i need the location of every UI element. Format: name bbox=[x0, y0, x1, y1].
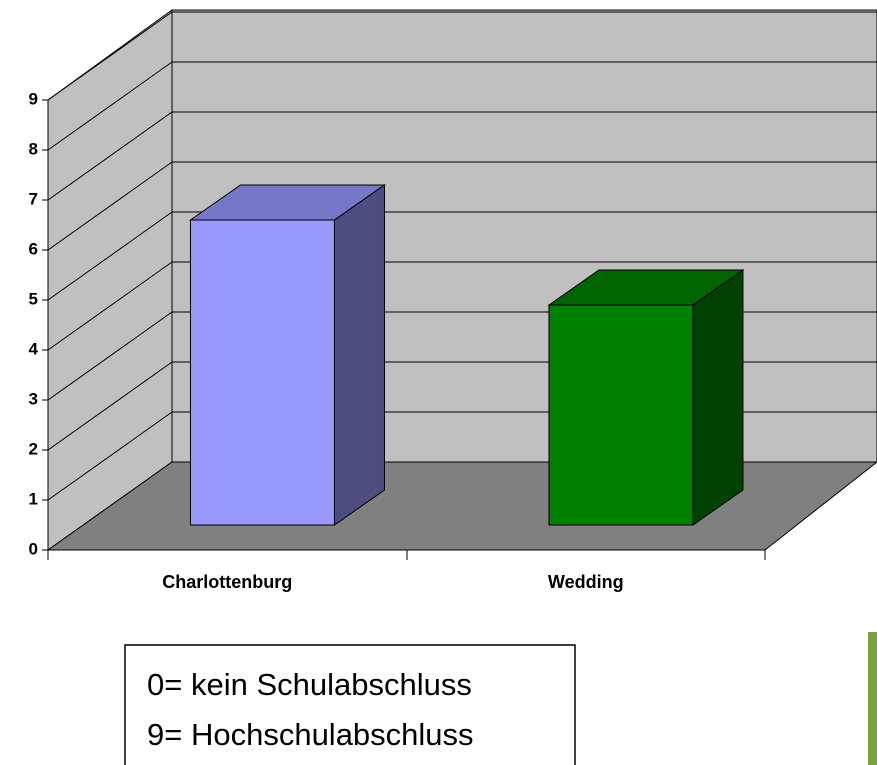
y-tick-label: 4 bbox=[29, 339, 39, 358]
grid-line bbox=[47, 211, 173, 301]
grid-line bbox=[47, 261, 173, 351]
y-tick-label: 1 bbox=[29, 489, 38, 508]
floor bbox=[46, 461, 877, 551]
y-tick-label: 8 bbox=[29, 139, 38, 158]
annotation: 9= Hochschulabschluss bbox=[147, 717, 474, 752]
y-tick-label: 5 bbox=[29, 289, 38, 308]
grid-line bbox=[47, 161, 173, 251]
y-tick-label: 7 bbox=[29, 189, 38, 208]
legend-box bbox=[124, 644, 576, 765]
y-tick-label: 2 bbox=[29, 439, 38, 458]
bars bbox=[188, 184, 745, 526]
x-tick-label: Wedding bbox=[548, 572, 624, 592]
accent-bar bbox=[868, 632, 877, 765]
side-wall bbox=[47, 9, 173, 551]
y-tick-label: 0 bbox=[29, 539, 38, 558]
annotation: 0= kein Schulabschluss bbox=[147, 667, 472, 702]
bar-front bbox=[189, 219, 335, 526]
bar-side bbox=[692, 269, 744, 526]
bar-side bbox=[333, 184, 385, 526]
grid-line bbox=[47, 61, 173, 151]
y-tick-label: 6 bbox=[29, 239, 38, 258]
grid-line bbox=[47, 361, 173, 451]
x-tick-label: Charlottenburg bbox=[162, 572, 292, 592]
grid-line bbox=[47, 411, 173, 501]
y-tick-label: 3 bbox=[29, 389, 38, 408]
grid-line bbox=[47, 311, 173, 401]
grid-line bbox=[47, 11, 173, 101]
bar-front bbox=[548, 304, 694, 526]
y-tick-label: 9 bbox=[29, 89, 38, 108]
grid-line bbox=[47, 111, 173, 201]
